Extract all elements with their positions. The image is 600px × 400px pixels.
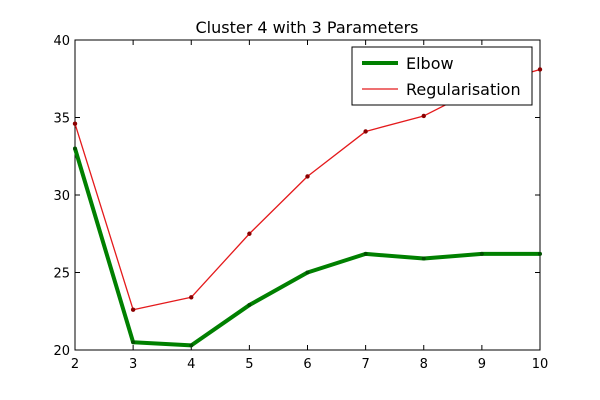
data-point-elbow [305,270,310,275]
data-point-regularisation [363,129,368,134]
legend-box [351,46,533,106]
x-tick-label: 4 [187,357,195,372]
y-tick-label: 30 [53,189,70,204]
x-tick-label: 8 [420,357,428,372]
legend-label-elbow: Elbow [406,54,454,73]
data-point-elbow [421,256,426,261]
data-point-regularisation [189,295,194,300]
data-point-regularisation [305,174,310,179]
axis-ticks: 2 3 4 5 6 7 8 9 10 20 25 30 35 40 [53,34,548,372]
data-point-elbow [479,251,484,256]
chart-title: Cluster 4 with 3 Parameters [195,18,418,37]
y-tick-label: 40 [53,34,70,49]
data-point-regularisation [421,113,426,119]
legend: Elbow Regularisation [351,46,533,106]
data-point-regularisation [537,67,543,72]
x-tick-label: 5 [245,357,253,372]
data-point-elbow [363,251,368,256]
x-tick-label: 10 [532,357,549,372]
y-tick-label: 35 [53,112,70,127]
x-tick-label: 2 [71,357,79,372]
data-point-elbow [538,251,542,256]
data-point-elbow [131,340,136,345]
data-point-elbow [189,343,194,348]
x-tick-label: 6 [303,357,311,372]
series-layer [72,67,543,348]
data-point-regularisation [130,307,136,312]
legend-label-regularisation: Regularisation [406,80,521,99]
data-point-elbow [247,303,252,308]
y-tick-label: 20 [53,344,70,359]
x-tick-label: 7 [361,357,369,372]
y-tick-label: 25 [53,267,70,282]
data-point-regularisation [247,231,252,236]
x-tick-label: 9 [478,357,486,372]
data-point-elbow [73,146,77,151]
data-point-regularisation [72,121,78,126]
x-tick-label: 3 [129,357,137,372]
